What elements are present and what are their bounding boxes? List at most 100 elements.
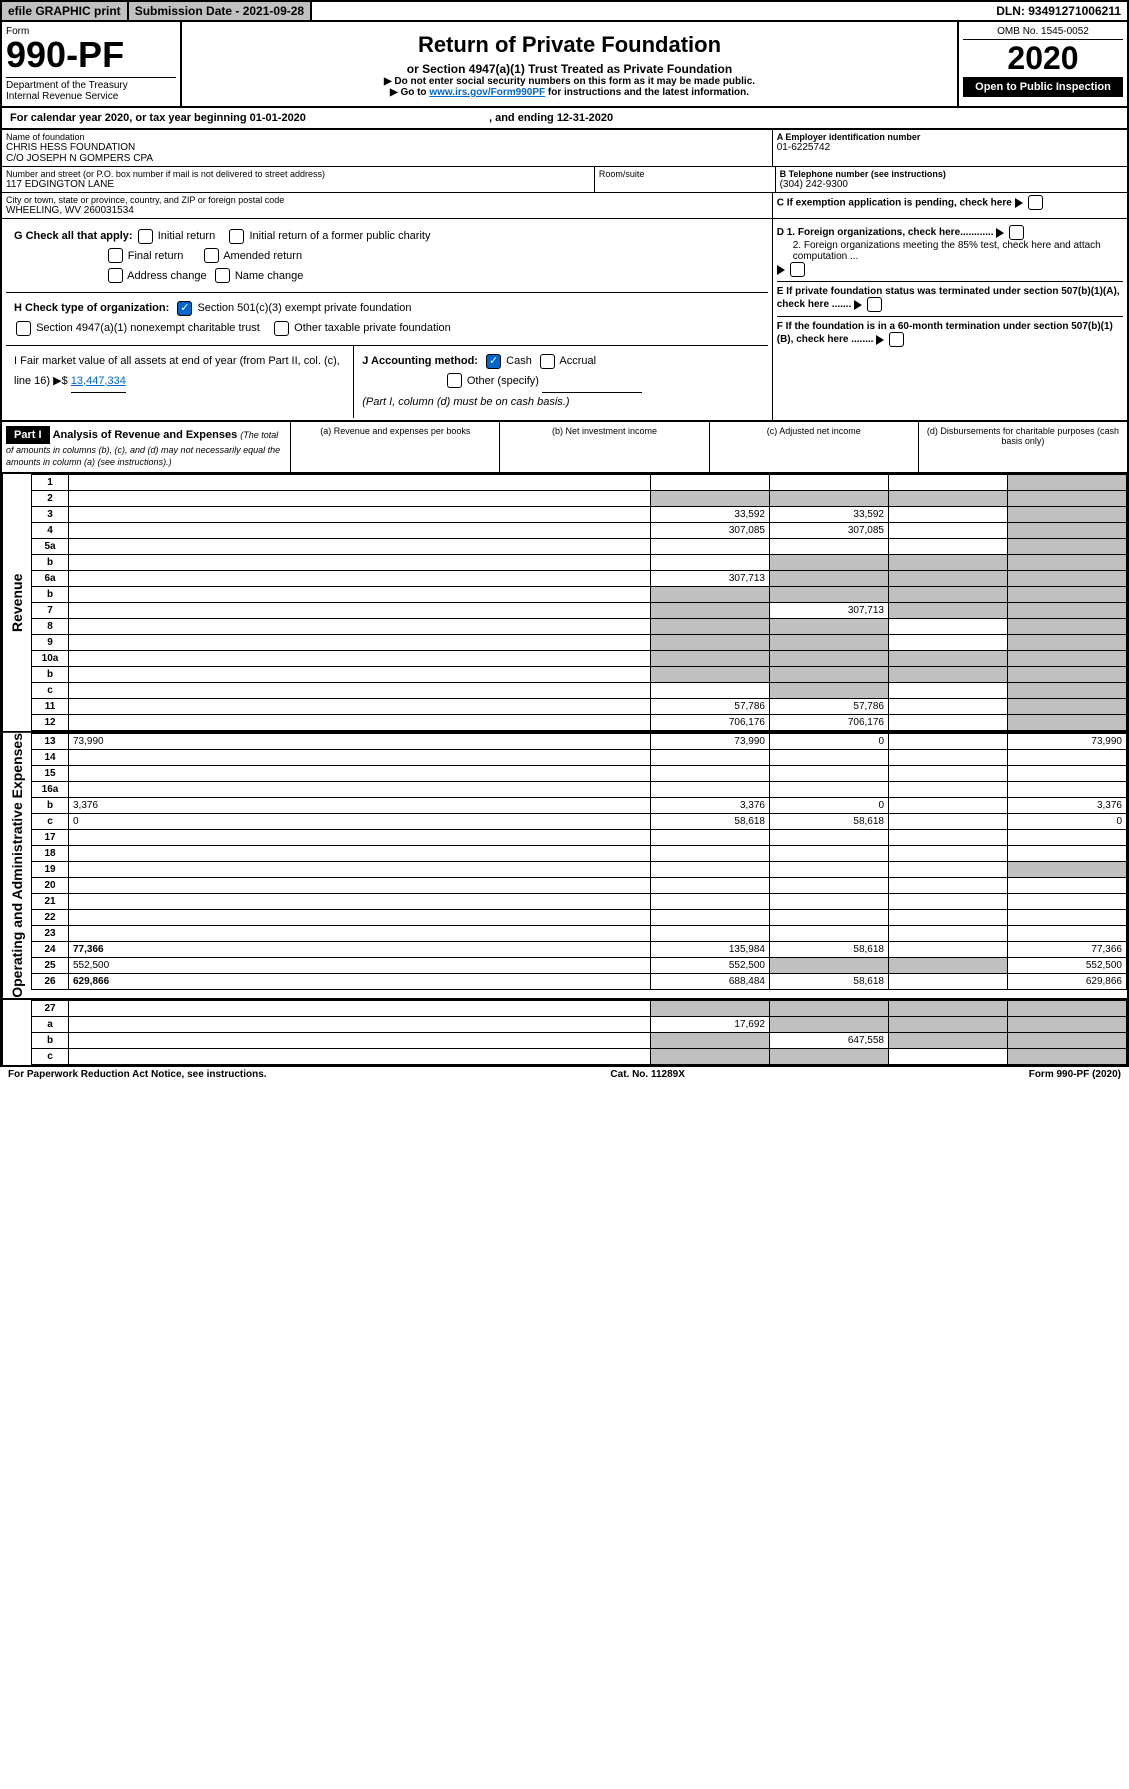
open-inspection: Open to Public Inspection: [963, 77, 1123, 97]
table-row: 17: [32, 830, 1127, 846]
bottom-table: 27a17,692b647,558c: [31, 1000, 1127, 1065]
street-cell: Number and street (or P.O. box number if…: [2, 167, 595, 192]
bottom-section: 27a17,692b647,558c: [0, 1000, 1129, 1067]
table-row: 12706,176706,176: [32, 715, 1127, 731]
4947-checkbox[interactable]: [16, 321, 31, 336]
fmv-link[interactable]: 13,447,334: [71, 372, 126, 393]
table-row: 7307,713: [32, 603, 1127, 619]
accrual-checkbox[interactable]: [540, 354, 555, 369]
city-cell: City or town, state or province, country…: [2, 193, 773, 218]
part1-header-row: Part I Analysis of Revenue and Expenses …: [0, 422, 1129, 474]
expenses-table: 1373,99073,990073,990141516ab3,3763,3760…: [31, 733, 1127, 990]
table-row: 1373,99073,990073,990: [32, 734, 1127, 750]
part1-title-cell: Part I Analysis of Revenue and Expenses …: [2, 422, 291, 472]
table-row: 2: [32, 491, 1127, 507]
ein-cell: A Employer identification number 01-6225…: [773, 130, 1127, 166]
phone-cell: B Telephone number (see instructions) (3…: [776, 167, 1127, 192]
table-row: b647,558: [32, 1033, 1127, 1049]
table-row: b: [32, 555, 1127, 571]
table-row: b: [32, 587, 1127, 603]
table-row: c: [32, 683, 1127, 699]
table-row: 14: [32, 750, 1127, 766]
arrow-icon: [1015, 198, 1023, 208]
table-row: 25552,500552,500552,500: [32, 958, 1127, 974]
table-row: c: [32, 1049, 1127, 1065]
table-row: 5a: [32, 539, 1127, 555]
footer-left: For Paperwork Reduction Act Notice, see …: [8, 1069, 267, 1080]
table-row: 1: [32, 475, 1127, 491]
form-subtitle: or Section 4947(a)(1) Trust Treated as P…: [188, 62, 951, 76]
table-row: 19: [32, 862, 1127, 878]
table-row: 15: [32, 766, 1127, 782]
form-title-block: Return of Private Foundation or Section …: [182, 22, 957, 106]
table-row: 20: [32, 878, 1127, 894]
expenses-label: Operating and Administrative Expenses: [2, 733, 31, 998]
table-row: 23: [32, 926, 1127, 942]
table-row: b3,3763,37603,376: [32, 798, 1127, 814]
cash-checkbox[interactable]: [486, 354, 501, 369]
other-taxable-checkbox[interactable]: [274, 321, 289, 336]
form-number-block: Form 990-PF Department of the Treasury I…: [2, 22, 182, 106]
final-return-checkbox[interactable]: [108, 248, 123, 263]
table-row: 2477,366135,98458,61877,366: [32, 942, 1127, 958]
table-row: a17,692: [32, 1017, 1127, 1033]
table-row: 18: [32, 846, 1127, 862]
footer-mid: Cat. No. 11289X: [610, 1069, 684, 1080]
table-row: 26629,866688,48458,618629,866: [32, 974, 1127, 990]
table-row: 16a: [32, 782, 1127, 798]
col-d-header: (d) Disbursements for charitable purpose…: [919, 422, 1127, 472]
form-number: 990-PF: [6, 37, 176, 73]
table-row: 9: [32, 635, 1127, 651]
efile-cell: efile GRAPHIC print: [2, 2, 129, 20]
foundation-name-cell: Name of foundation CHRIS HESS FOUNDATION…: [2, 130, 773, 166]
table-row: 4307,085307,085: [32, 523, 1127, 539]
form-link[interactable]: www.irs.gov/Form990PF: [429, 87, 545, 98]
col-b-header: (b) Net investment income: [500, 422, 709, 472]
arrow-icon: [876, 335, 884, 345]
expenses-section: Operating and Administrative Expenses 13…: [0, 733, 1129, 1000]
address-change-checkbox[interactable]: [108, 268, 123, 283]
arrow-icon: [854, 300, 862, 310]
form-note-2: ▶ Go to www.irs.gov/Form990PF for instru…: [188, 87, 951, 98]
col-a-header: (a) Revenue and expenses per books: [291, 422, 500, 472]
501c3-checkbox[interactable]: [177, 301, 192, 316]
revenue-section: Revenue 12333,59233,5924307,085307,0855a…: [0, 474, 1129, 733]
f-checkbox[interactable]: [889, 332, 904, 347]
omb-number: OMB No. 1545-0052: [963, 26, 1123, 40]
table-row: 1157,78657,786: [32, 699, 1127, 715]
part1-label: Part I: [6, 426, 50, 444]
dept-label: Department of the Treasury Internal Reve…: [6, 77, 176, 102]
revenue-table: 12333,59233,5924307,085307,0855ab6a307,7…: [31, 474, 1127, 731]
table-row: c058,61858,6180: [32, 814, 1127, 830]
room-cell: Room/suite: [595, 167, 776, 192]
arrow-icon: [777, 265, 785, 275]
e-checkbox[interactable]: [867, 297, 882, 312]
exemption-checkbox[interactable]: [1028, 195, 1043, 210]
year-block: OMB No. 1545-0052 2020 Open to Public In…: [957, 22, 1127, 106]
other-method-checkbox[interactable]: [447, 373, 462, 388]
table-row: 22: [32, 910, 1127, 926]
initial-former-checkbox[interactable]: [229, 229, 244, 244]
table-row: 6a307,713: [32, 571, 1127, 587]
top-bar: efile GRAPHIC print Submission Date - 20…: [0, 0, 1129, 22]
footer-right: Form 990-PF (2020): [1029, 1069, 1121, 1080]
table-row: b: [32, 667, 1127, 683]
amended-return-checkbox[interactable]: [204, 248, 219, 263]
exemption-cell: C If exemption application is pending, c…: [773, 193, 1127, 218]
arrow-icon: [996, 228, 1004, 238]
col-c-header: (c) Adjusted net income: [710, 422, 919, 472]
info-block: For calendar year 2020, or tax year begi…: [0, 108, 1129, 422]
form-header: Form 990-PF Department of the Treasury I…: [0, 22, 1129, 108]
checks-left: G Check all that apply: Initial return I…: [2, 219, 773, 420]
form-title: Return of Private Foundation: [188, 32, 951, 58]
initial-return-checkbox[interactable]: [138, 229, 153, 244]
d1-checkbox[interactable]: [1009, 225, 1024, 240]
table-row: 27: [32, 1001, 1127, 1017]
revenue-label: Revenue: [2, 474, 31, 731]
calendar-year-row: For calendar year 2020, or tax year begi…: [2, 108, 1127, 130]
submission-date-cell: Submission Date - 2021-09-28: [129, 2, 312, 20]
table-row: 8: [32, 619, 1127, 635]
d2-checkbox[interactable]: [790, 262, 805, 277]
name-change-checkbox[interactable]: [215, 268, 230, 283]
tax-year: 2020: [963, 40, 1123, 77]
